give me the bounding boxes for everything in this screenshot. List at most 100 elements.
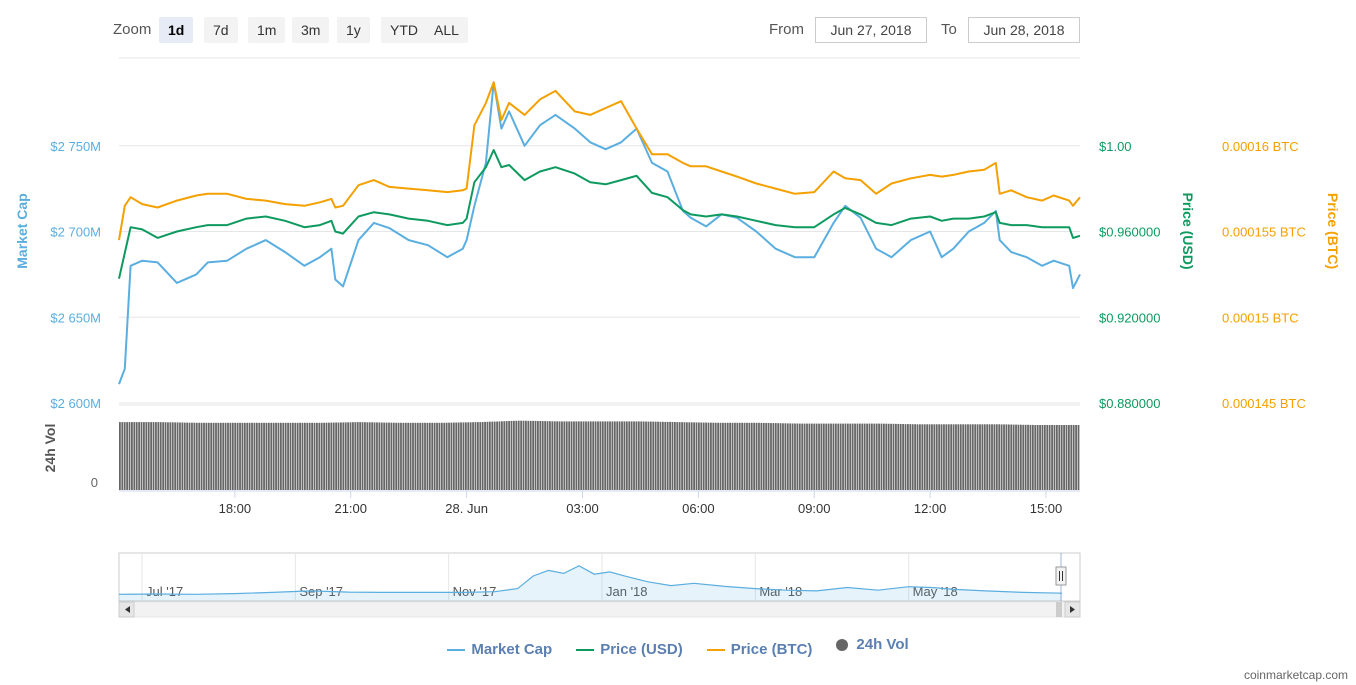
volume-bar — [191, 422, 193, 490]
volume-bar — [159, 422, 162, 490]
volume-bar — [328, 422, 330, 490]
zoom-button-3m[interactable]: 3m — [292, 17, 330, 43]
navigator-frame — [118, 552, 1081, 602]
volume-bar — [513, 420, 515, 490]
volume-bar — [143, 422, 145, 490]
volume-bar — [505, 421, 508, 490]
legend-label: Price (BTC) — [730, 641, 813, 658]
x-tick-label: 12:00 — [914, 501, 947, 516]
volume-bar — [575, 421, 578, 490]
zoom-button-7d[interactable]: 7d — [204, 17, 238, 43]
volume-bar — [1053, 425, 1056, 490]
legend-item-market-cap[interactable]: Market Cap — [447, 641, 552, 658]
volume-bar — [726, 422, 729, 490]
volume-bar — [121, 422, 124, 490]
zoom-button-all[interactable]: ALL — [425, 17, 468, 43]
volume-bar — [479, 422, 482, 490]
volume-bar — [431, 422, 434, 490]
navigator-tick-label: Jan '18 — [606, 584, 648, 599]
volume-bar — [520, 420, 523, 490]
volume-bar — [138, 422, 141, 490]
volume-bar — [303, 422, 306, 490]
to-date-input[interactable] — [968, 17, 1080, 43]
legend-item-24h-vol[interactable]: 24h Vol — [836, 636, 909, 653]
volume-bar — [371, 422, 374, 490]
volume-bar — [128, 422, 131, 490]
volume-bar — [827, 423, 830, 490]
zoom-button-1m[interactable]: 1m — [248, 17, 286, 43]
volume-bar — [647, 421, 650, 490]
scrollbar-thumb[interactable] — [1056, 602, 1062, 617]
volume-bar — [359, 422, 362, 490]
zoom-button-ytd[interactable]: YTD — [381, 17, 427, 43]
volume-bar — [1024, 424, 1027, 490]
volume-bar — [203, 422, 205, 490]
volume-bar — [1010, 424, 1013, 490]
volume-bar — [404, 422, 407, 490]
volume-bar — [198, 422, 201, 490]
volume-bar — [986, 424, 989, 490]
x-tick-label: 06:00 — [682, 501, 715, 516]
volume-bar — [895, 423, 897, 490]
volume-bar — [700, 422, 703, 490]
volume-bar — [568, 421, 571, 490]
volume-bar — [902, 424, 905, 490]
volume-bar — [618, 421, 621, 490]
series-line-price-usd — [118, 149, 1081, 279]
volume-bar — [1048, 425, 1051, 490]
volume-bar — [527, 420, 530, 490]
volume-bar — [1022, 424, 1025, 490]
series-line-market-cap — [118, 81, 1081, 385]
volume-bar — [457, 422, 460, 490]
legend-item-price-btc[interactable]: Price (BTC) — [706, 641, 813, 658]
volume-bar — [866, 423, 868, 490]
volume-bar — [995, 424, 998, 490]
volume-bar — [335, 422, 338, 490]
volume-bar — [923, 424, 926, 490]
volume-bar — [452, 422, 455, 490]
volume-bar — [397, 422, 400, 490]
volume-bar — [657, 421, 659, 490]
volume-bar — [188, 422, 191, 490]
volume-bar — [119, 422, 121, 490]
zoom-button-1d[interactable]: 1d — [159, 17, 194, 43]
volume-bar — [186, 422, 189, 490]
volume-bar — [133, 422, 136, 490]
volume-bar — [313, 422, 316, 490]
volume-bar — [424, 422, 426, 490]
volume-bar — [145, 422, 148, 490]
from-date-input[interactable] — [815, 17, 927, 43]
legend-item-price-usd[interactable]: Price (USD) — [576, 641, 683, 658]
volume-bar — [755, 422, 758, 490]
volume-bar — [486, 421, 489, 490]
volume-bar — [931, 424, 933, 490]
volume-bar — [135, 422, 138, 490]
volume-bar — [897, 423, 900, 490]
volume-bar — [630, 421, 633, 490]
volume-bar — [762, 422, 765, 490]
volume-bar — [352, 422, 354, 490]
volume-bar — [854, 423, 856, 490]
volume-bar — [448, 422, 450, 490]
volume-bar — [496, 421, 498, 490]
volume-bar — [582, 421, 585, 490]
volume-bar — [1039, 425, 1041, 490]
zoom-button-1y[interactable]: 1y — [337, 17, 370, 43]
volume-bar — [880, 423, 883, 490]
volume-bar — [556, 421, 559, 490]
volume-bar — [767, 423, 770, 490]
volume-bar — [323, 422, 326, 490]
volume-bar — [669, 421, 671, 490]
volume-bar — [991, 424, 993, 490]
volume-bar — [462, 422, 465, 490]
volume-bar — [760, 422, 763, 490]
volume-bar — [421, 422, 424, 490]
volume-bar — [671, 422, 674, 490]
legend-swatch — [706, 648, 725, 651]
y-tick-label-price-usd: $0.920000 — [1099, 310, 1160, 325]
navigator-handle[interactable] — [1055, 566, 1067, 586]
volume-bar — [347, 422, 350, 490]
volume-bar — [263, 422, 265, 490]
volume-bar — [320, 422, 323, 490]
volume-bar — [296, 422, 299, 490]
